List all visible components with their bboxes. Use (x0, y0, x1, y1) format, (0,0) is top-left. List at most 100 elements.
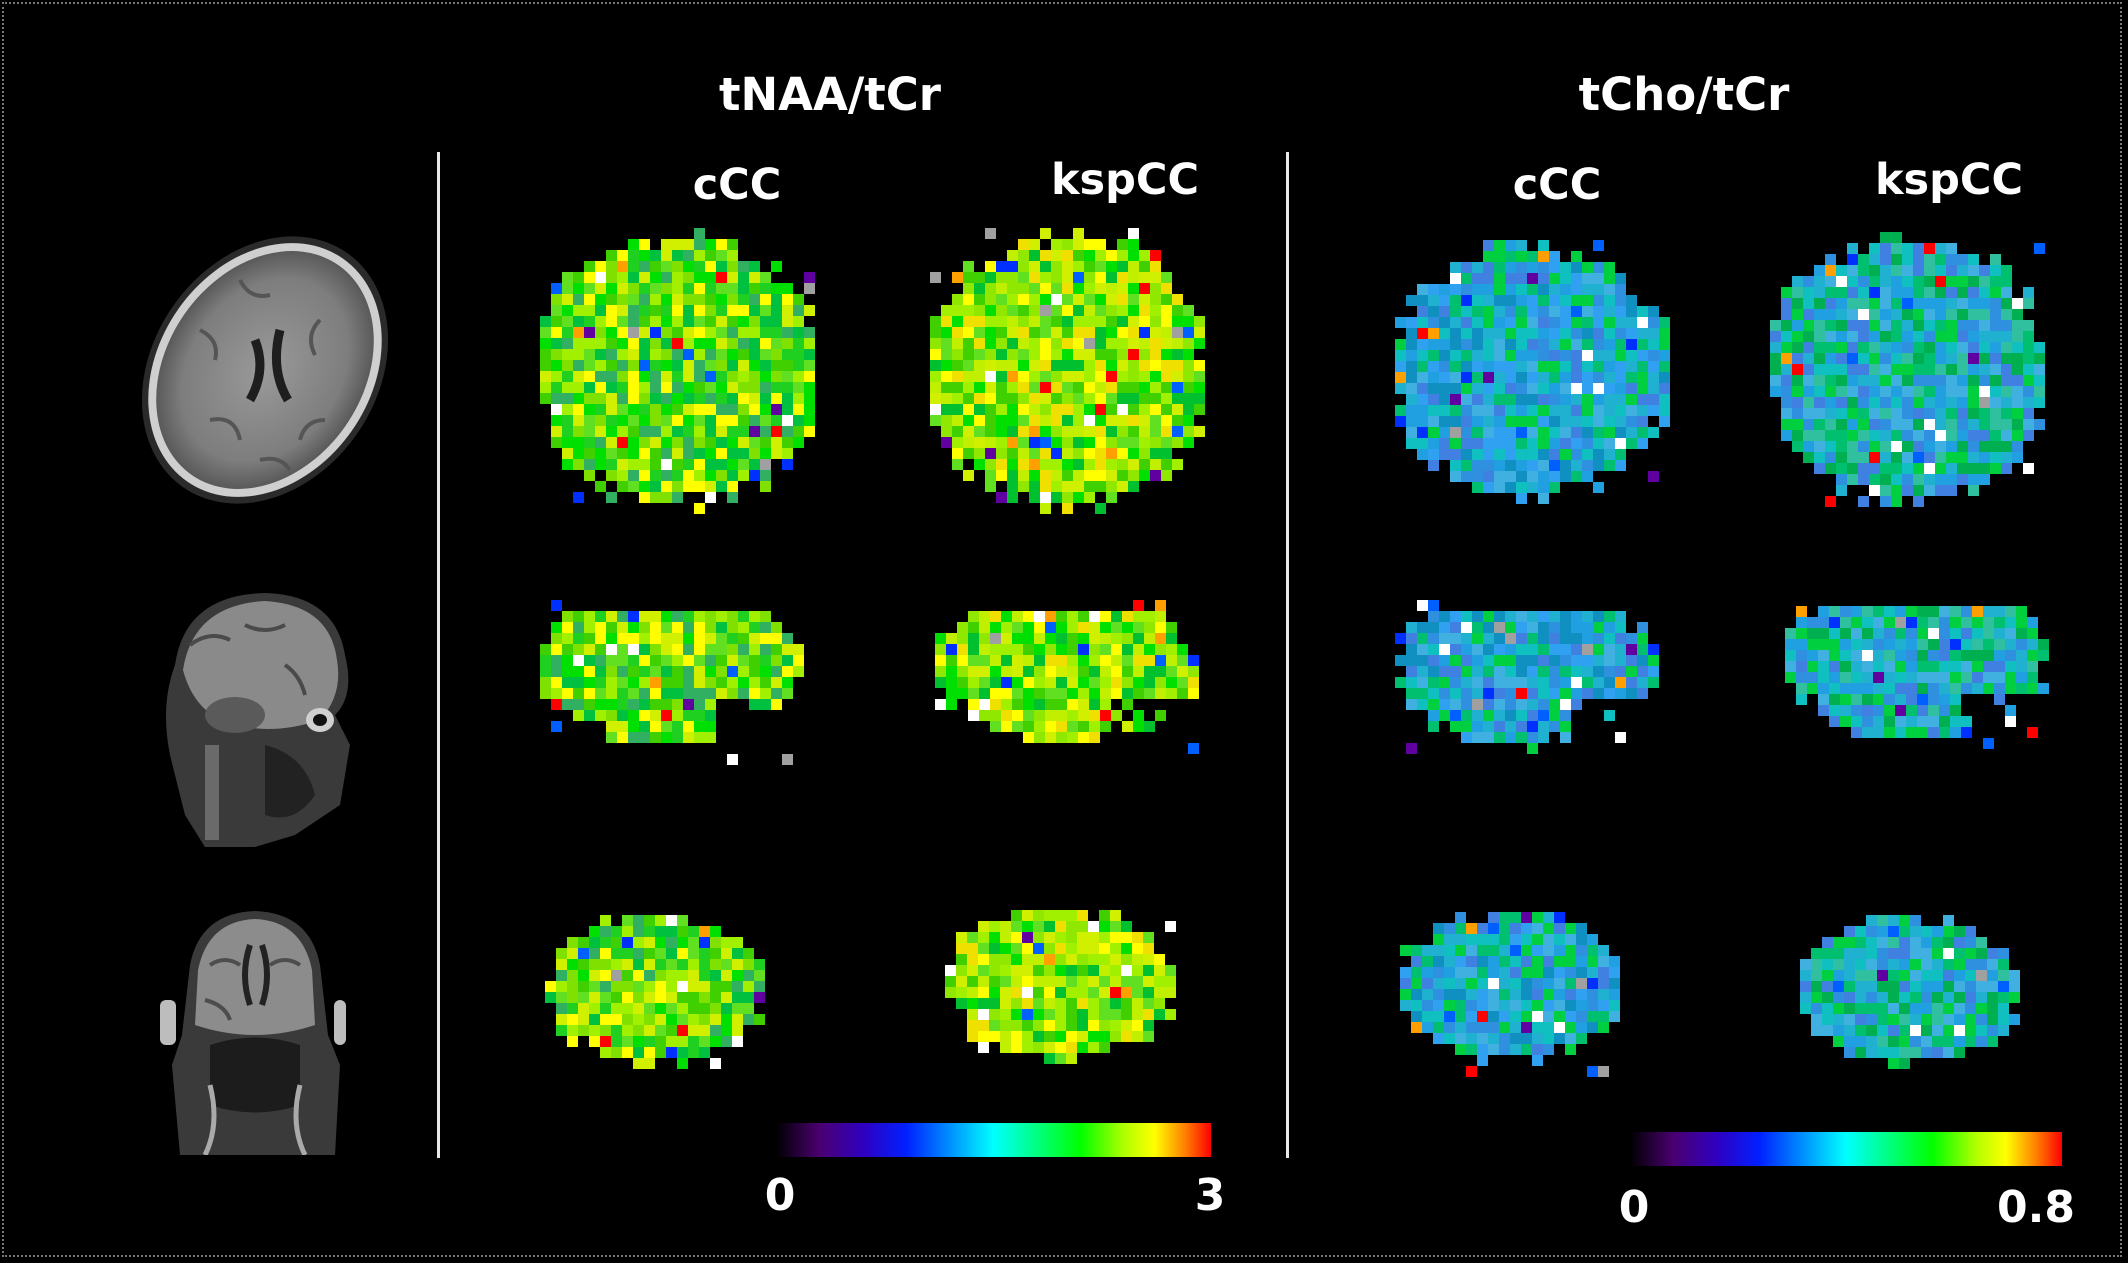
map-voxel-163 (1040, 327, 1051, 338)
map-voxel-197 (1439, 710, 1450, 721)
map-voxel-126 (1000, 987, 1011, 998)
map-voxel-164 (1023, 688, 1034, 699)
map-voxel-229 (1770, 364, 1781, 375)
map-voxel-186 (1847, 342, 1858, 353)
map-voxel-192 (1084, 338, 1095, 349)
map-voxel-325 (782, 393, 793, 404)
map-voxel-122 (1884, 661, 1895, 672)
map-voxel-280 (562, 382, 573, 393)
map-voxel-394 (1990, 430, 2001, 441)
map-voxel-404 (1858, 441, 1869, 452)
map-voxel-33 (1040, 261, 1051, 272)
map-voxel-173 (1582, 339, 1593, 350)
map-voxel-369 (738, 415, 749, 426)
map-voxel-422 (1836, 452, 1847, 463)
map-voxel-27 (639, 261, 650, 272)
map-voxel-66 (573, 644, 584, 655)
map-voxel-136 (611, 1003, 622, 1014)
map-voxel-83 (1161, 283, 1172, 294)
map-voxel-376 (551, 426, 562, 437)
map-voxel-175 (1422, 1022, 1433, 1033)
map-voxel-219 (1106, 349, 1117, 360)
map-voxel-403 (1461, 449, 1472, 460)
map-voxel-432 (1946, 452, 1957, 463)
map-voxel-429 (1913, 452, 1924, 463)
map-voxel-176 (1983, 683, 1994, 694)
map-voxel-479 (760, 470, 771, 481)
map-voxel-473 (1869, 485, 1880, 496)
map-voxel-22 (1433, 934, 1444, 945)
map-voxel-106 (1166, 655, 1177, 666)
map-voxel-138 (1040, 316, 1051, 327)
map-voxel-4 (1538, 240, 1549, 251)
map-voxel-129 (941, 316, 952, 327)
map-voxel-91 (650, 294, 661, 305)
map-voxel-83 (1990, 287, 2001, 298)
map-voxel-191 (644, 1036, 655, 1047)
map-voxel-63 (1150, 272, 1161, 283)
map-voxel-34 (705, 622, 716, 633)
map-voxel-72 (1587, 956, 1598, 967)
map-voxel-38 (1604, 622, 1615, 633)
map-voxel-47 (1840, 628, 1851, 639)
map-voxel-170 (578, 1025, 589, 1036)
map-voxel-137 (1428, 677, 1439, 688)
map-voxel-314 (1891, 397, 1902, 408)
map-voxel-231 (1395, 372, 1406, 383)
map-voxel-167 (1902, 331, 1913, 342)
map-voxel-103 (1615, 306, 1626, 317)
map-voxel-187 (1862, 694, 1873, 705)
map-voxel-210 (1110, 1031, 1121, 1042)
map-voxel-126 (1928, 661, 1939, 672)
map-voxel-126 (1172, 305, 1183, 316)
map-voxel-141 (1505, 328, 1516, 339)
map-voxel-31 (1527, 622, 1538, 633)
map-voxel-324 (2001, 397, 2012, 408)
map-voxel-71 (1851, 639, 1862, 650)
map-voxel-205 (1055, 1031, 1066, 1042)
map-voxel-194 (1121, 1020, 1132, 1031)
map-voxel-74 (1609, 956, 1620, 967)
map-voxel-255 (1659, 372, 1670, 383)
map-voxel-366 (1946, 419, 1957, 430)
map-voxel-196 (1943, 1036, 1954, 1047)
map-voxel-199 (1510, 1033, 1521, 1044)
map-voxel-81 (1961, 639, 1972, 650)
map-voxel-212 (1132, 1031, 1143, 1042)
map-voxel-168 (1913, 331, 1924, 342)
map-voxel-52 (1880, 276, 1891, 287)
map-voxel-467 (1018, 470, 1029, 481)
map-voxel-2 (1847, 243, 1858, 254)
map-voxel-387 (672, 426, 683, 437)
map-voxel-218 (1924, 353, 1935, 364)
map-voxel-48 (699, 948, 710, 959)
map-voxel-76 (1084, 283, 1095, 294)
map-voxel-45 (595, 633, 606, 644)
map-voxel-11 (1466, 923, 1477, 934)
map-voxel-5 (1862, 606, 1873, 617)
map-voxel-135 (1439, 328, 1450, 339)
map-voxel-211 (628, 349, 639, 360)
map-voxel-27 (628, 622, 639, 633)
map-voxel-250 (1183, 360, 1194, 371)
map-voxel-0 (694, 228, 705, 239)
map-voxel-323 (1593, 405, 1604, 416)
map-voxel-468 (1946, 474, 1957, 485)
map-voxel-381 (606, 426, 617, 437)
map-voxel-315 (1505, 405, 1516, 416)
map-voxel-147 (1946, 320, 1957, 331)
map-voxel-124 (1100, 666, 1111, 677)
map-voxel-222 (1461, 732, 1472, 743)
map-voxel-174 (771, 327, 782, 338)
map-voxel-17 (738, 611, 749, 622)
map-voxel-110 (1648, 655, 1659, 666)
map-voxel-30 (672, 261, 683, 272)
map-voxel-26 (1477, 934, 1488, 945)
map-voxel-238 (1051, 360, 1062, 371)
map-voxel-190 (1516, 699, 1527, 710)
map-voxel-38 (1110, 932, 1121, 943)
map-voxel-112 (628, 305, 639, 316)
map-voxel-227 (930, 360, 941, 371)
map-voxel-390 (1549, 438, 1560, 449)
map-voxel-49 (1483, 633, 1494, 644)
